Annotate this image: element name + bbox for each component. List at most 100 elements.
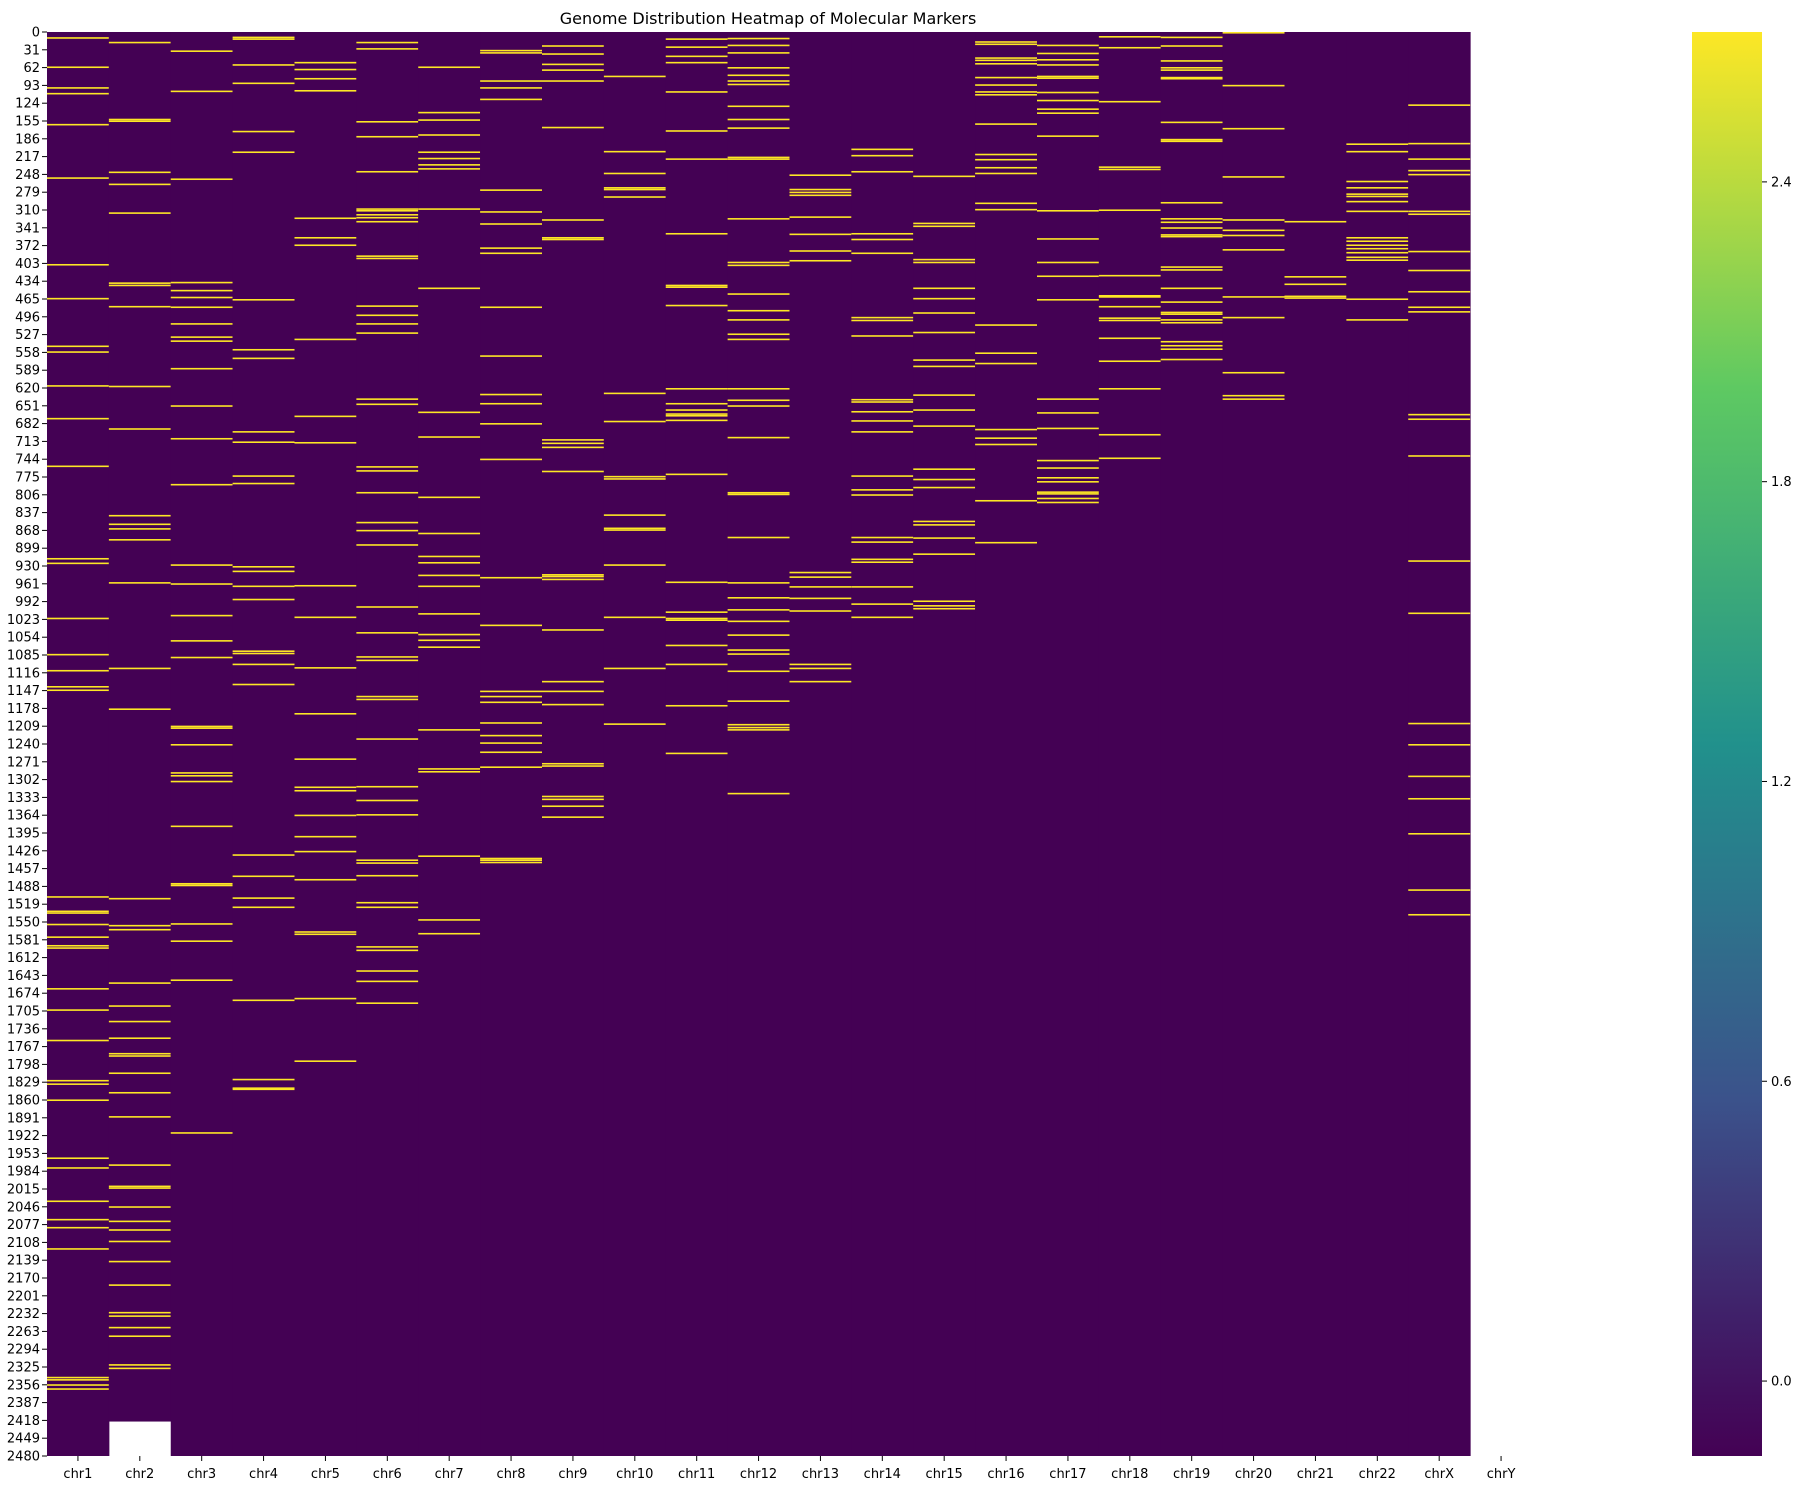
colorbar-tick-label: 1.2 <box>1771 775 1792 790</box>
heatmap-marker <box>47 944 109 947</box>
heatmap-marker <box>47 947 109 949</box>
heatmap-marker <box>1408 173 1471 176</box>
heatmap-marker <box>1284 283 1347 286</box>
heatmap-marker <box>108 1229 171 1231</box>
y-tick-label: 31 <box>23 43 40 58</box>
heatmap-marker <box>108 1020 171 1023</box>
heatmap-marker <box>665 284 728 287</box>
y-tick-label: 1333 <box>7 791 40 806</box>
heatmap-marker <box>47 417 109 420</box>
heatmap-marker <box>727 670 790 673</box>
heatmap-marker <box>1160 266 1223 268</box>
heatmap-marker <box>47 37 109 39</box>
heatmap-marker <box>727 723 790 726</box>
heatmap-marker <box>789 216 852 218</box>
heatmap-marker <box>418 436 481 438</box>
heatmap-marker <box>727 37 790 40</box>
heatmap-marker <box>542 439 604 441</box>
heatmap-marker <box>170 405 233 407</box>
colorbar-tick-label: 1.8 <box>1771 475 1792 490</box>
heatmap-marker <box>108 1116 171 1118</box>
heatmap-marker <box>1037 44 1099 47</box>
heatmap-marker <box>1037 108 1099 110</box>
heatmap-marker <box>294 850 357 853</box>
heatmap-marker <box>1408 775 1471 778</box>
heatmap-marker <box>1284 297 1347 299</box>
heatmap-marker <box>356 946 419 948</box>
heatmap-marker <box>1346 244 1409 247</box>
heatmap-marker <box>1408 560 1471 562</box>
heatmap-marker <box>294 835 357 838</box>
y-tick-label: 1705 <box>7 1005 40 1020</box>
heatmap-marker <box>851 316 914 319</box>
y-tick-label: 1054 <box>7 631 40 646</box>
heatmap-marker <box>108 1091 171 1094</box>
heatmap-marker <box>232 82 295 85</box>
y-tick-label: 2139 <box>7 1254 40 1269</box>
heatmap-marker <box>727 649 790 651</box>
heatmap-marker <box>47 1388 109 1390</box>
x-tick-label: chr3 <box>187 1467 216 1482</box>
x-tick-label: chr4 <box>249 1467 278 1482</box>
heatmap-cell-background <box>356 32 419 1456</box>
heatmap-marker <box>356 606 419 608</box>
heatmap-marker <box>1160 201 1223 204</box>
heatmap-marker <box>356 859 419 862</box>
heatmap-marker <box>108 708 171 710</box>
heatmap-marker <box>47 177 109 179</box>
heatmap-marker <box>542 816 604 818</box>
heatmap-marker <box>1160 358 1223 361</box>
heatmap-column-chr4 <box>232 32 295 1456</box>
heatmap-marker <box>665 752 728 755</box>
y-tick-label: 1302 <box>7 773 40 788</box>
heatmap-marker <box>1408 722 1471 725</box>
x-tick-label: chr2 <box>125 1467 154 1482</box>
x-tick-label: chr10 <box>616 1467 653 1482</box>
heatmap-marker <box>1160 76 1223 79</box>
heatmap-marker <box>480 734 542 737</box>
heatmap-marker <box>47 465 109 468</box>
heatmap-marker <box>480 751 542 754</box>
heatmap-marker <box>47 1379 109 1381</box>
heatmap-marker <box>1408 413 1471 416</box>
heatmap-marker <box>727 309 790 312</box>
heatmap-marker <box>418 164 481 166</box>
heatmap-marker <box>1408 455 1471 457</box>
heatmap-marker <box>727 792 790 795</box>
heatmap-marker <box>170 979 233 982</box>
heatmap-marker <box>1037 52 1099 55</box>
heatmap-marker <box>1284 295 1347 298</box>
heatmap-marker <box>1098 296 1161 298</box>
heatmap-marker <box>1037 91 1099 94</box>
x-tick-label: chr21 <box>1297 1467 1334 1482</box>
y-tick-label: 0 <box>32 26 40 41</box>
heatmap-marker <box>294 1060 357 1062</box>
heatmap-marker <box>727 338 790 341</box>
heatmap-column-chr18 <box>1098 32 1162 1456</box>
heatmap-marker <box>232 906 295 909</box>
heatmap-marker <box>542 574 604 576</box>
heatmap-marker <box>975 202 1037 205</box>
heatmap-marker <box>727 264 790 267</box>
heatmap-marker <box>665 413 728 415</box>
heatmap-marker <box>851 541 914 543</box>
heatmap-marker <box>294 758 357 760</box>
heatmap-marker <box>975 57 1037 59</box>
heatmap-marker <box>665 91 728 93</box>
heatmap-marker <box>108 1367 171 1370</box>
heatmap-marker <box>975 362 1037 365</box>
heatmap-marker <box>356 470 419 472</box>
heatmap-marker <box>47 669 109 672</box>
heatmap-marker <box>1037 58 1099 61</box>
heatmap-marker <box>542 762 604 765</box>
heatmap-marker <box>603 475 666 478</box>
heatmap-marker <box>1408 797 1471 800</box>
x-tick-label: chr14 <box>864 1467 901 1482</box>
heatmap-marker <box>975 43 1037 46</box>
heatmap-marker <box>47 689 109 692</box>
heatmap-marker <box>1222 316 1285 319</box>
heatmap-marker <box>1037 491 1099 493</box>
heatmap-marker <box>542 69 604 71</box>
heatmap-marker <box>294 997 357 1000</box>
heatmap-marker <box>108 118 171 121</box>
